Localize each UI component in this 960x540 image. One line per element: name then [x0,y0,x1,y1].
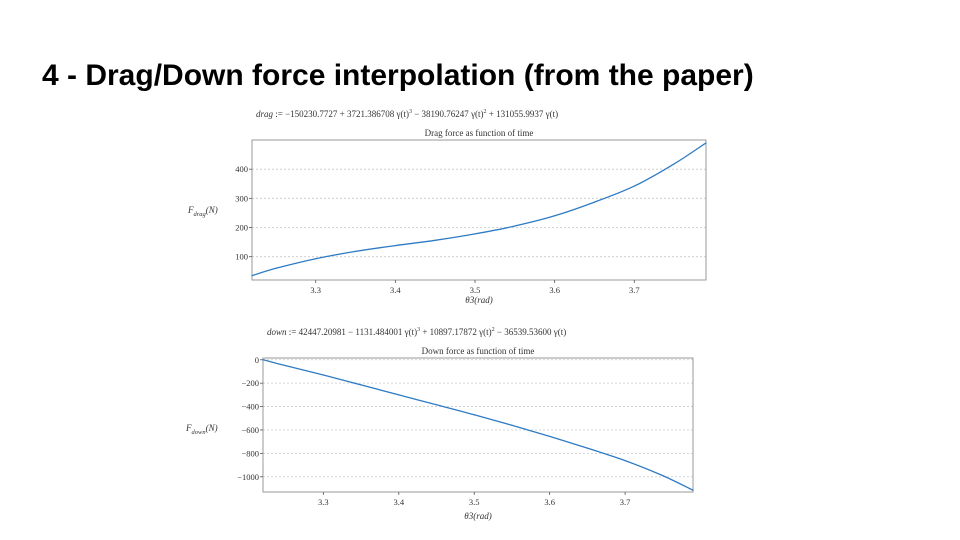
y-tick-label: 200 [235,223,248,233]
data-point [315,258,317,260]
y-tick-label: −600 [241,425,259,435]
data-point [474,233,476,235]
data-point [624,460,626,462]
y-tick-label: 100 [235,252,248,262]
equation-term: 42447.20981 − 1131.484001 [298,327,405,337]
y-tick-label: 0 [255,355,259,365]
data-point [511,424,513,426]
equation-term: − 36539.53600 [494,327,554,337]
equation-lhs: down [267,327,287,337]
x-tick-label: 3.7 [620,497,631,507]
equation-assign: := [286,327,299,337]
y-axis-label-sub: down [192,429,206,436]
y-tick-label: −800 [241,448,259,458]
y-tick-label: 300 [235,193,248,203]
x-tick-label: 3.6 [544,497,555,507]
x-tick-label: 3.7 [629,285,640,295]
equation-assign: := [273,109,286,119]
y-axis-label-sub: drag [194,211,207,218]
equation-term: + 131055.9937 [486,109,546,119]
equation-function: γ(t) [545,109,559,119]
chart-drag: Drag force as function of time 100 200 300 4… [187,128,707,305]
y-tick-label: −400 [241,402,259,412]
x-tick-label: 3.4 [393,497,404,507]
data-point [514,225,516,227]
data-point [554,215,556,217]
down-equation: down := 42447.20981 − 1131.484001 γ(t)3 … [267,327,566,337]
equation-function: γ(t) [479,327,492,337]
equation-term: + 10897.17872 [420,327,480,337]
data-point [473,414,475,416]
x-tick-label: 3.3 [318,497,329,507]
y-axis-label: Fdown(N) [185,423,218,436]
data-point [262,359,264,361]
chart-down: Down force as function of time 0 −200 −400 −… [185,346,694,521]
x-tick-label: 3.4 [390,285,401,295]
data-point [633,185,635,187]
x-tick-label: 3.3 [310,285,321,295]
equation-function: γ(t) [471,109,484,119]
data-point [354,250,357,253]
equation-term: −150230.7727 + 3721.386708 [285,109,397,119]
data-point [435,404,438,406]
data-point [275,267,277,269]
drag-equation: drag := −150230.7727 + 3721.386708 γ(t)3… [256,109,558,119]
data-point [251,275,253,277]
chart-title: Down force as function of time [422,346,535,356]
y-tick-label: −1000 [237,472,259,482]
equation-lhs: drag [256,109,274,119]
y-axis-label-main: F [185,423,192,433]
x-tick-label: 3.5 [469,497,480,507]
x-axis-label: θ3(rad) [464,511,491,521]
data-point [285,365,287,367]
y-tick-label: 400 [235,164,248,174]
data-point [360,384,362,386]
slide-title: 4 - Drag/Down force interpolation (from … [42,59,754,92]
data-point [692,489,694,491]
plot-frame [251,139,707,281]
equation-exponent: 2 [483,109,487,115]
equation-function: γ(t) [553,327,567,337]
x-tick-label: 3.6 [549,285,560,295]
x-tick-label: 3.5 [470,285,481,295]
data-point [593,201,596,203]
y-axis-label-unit: (N) [206,205,218,215]
data-point [394,244,396,247]
x-axis-label: θ3(rad) [465,295,492,305]
y-axis-label-unit: (N) [206,423,218,433]
data-point [705,142,707,144]
equation-term: − 38190.76247 [411,109,472,119]
data-point [398,394,400,396]
equation-exponent: 3 [408,109,412,115]
equation-exponent: 3 [417,327,421,333]
chart-title: Drag force as function of time [425,128,534,138]
equation-function: γ(t) [396,109,409,119]
series-line [251,142,707,277]
series-line [262,359,694,491]
data-point [662,475,664,477]
data-point [586,447,588,449]
y-tick-label: −200 [241,378,259,388]
data-point [322,374,324,376]
equation-function: γ(t) [404,327,418,337]
y-axis-label-main: F [187,205,194,215]
data-point [549,435,551,438]
y-axis-label: Fdrag(N) [187,205,218,218]
data-point [434,239,436,241]
data-point [673,163,675,165]
equation-exponent: 2 [491,327,495,333]
plot-frame [262,357,694,493]
